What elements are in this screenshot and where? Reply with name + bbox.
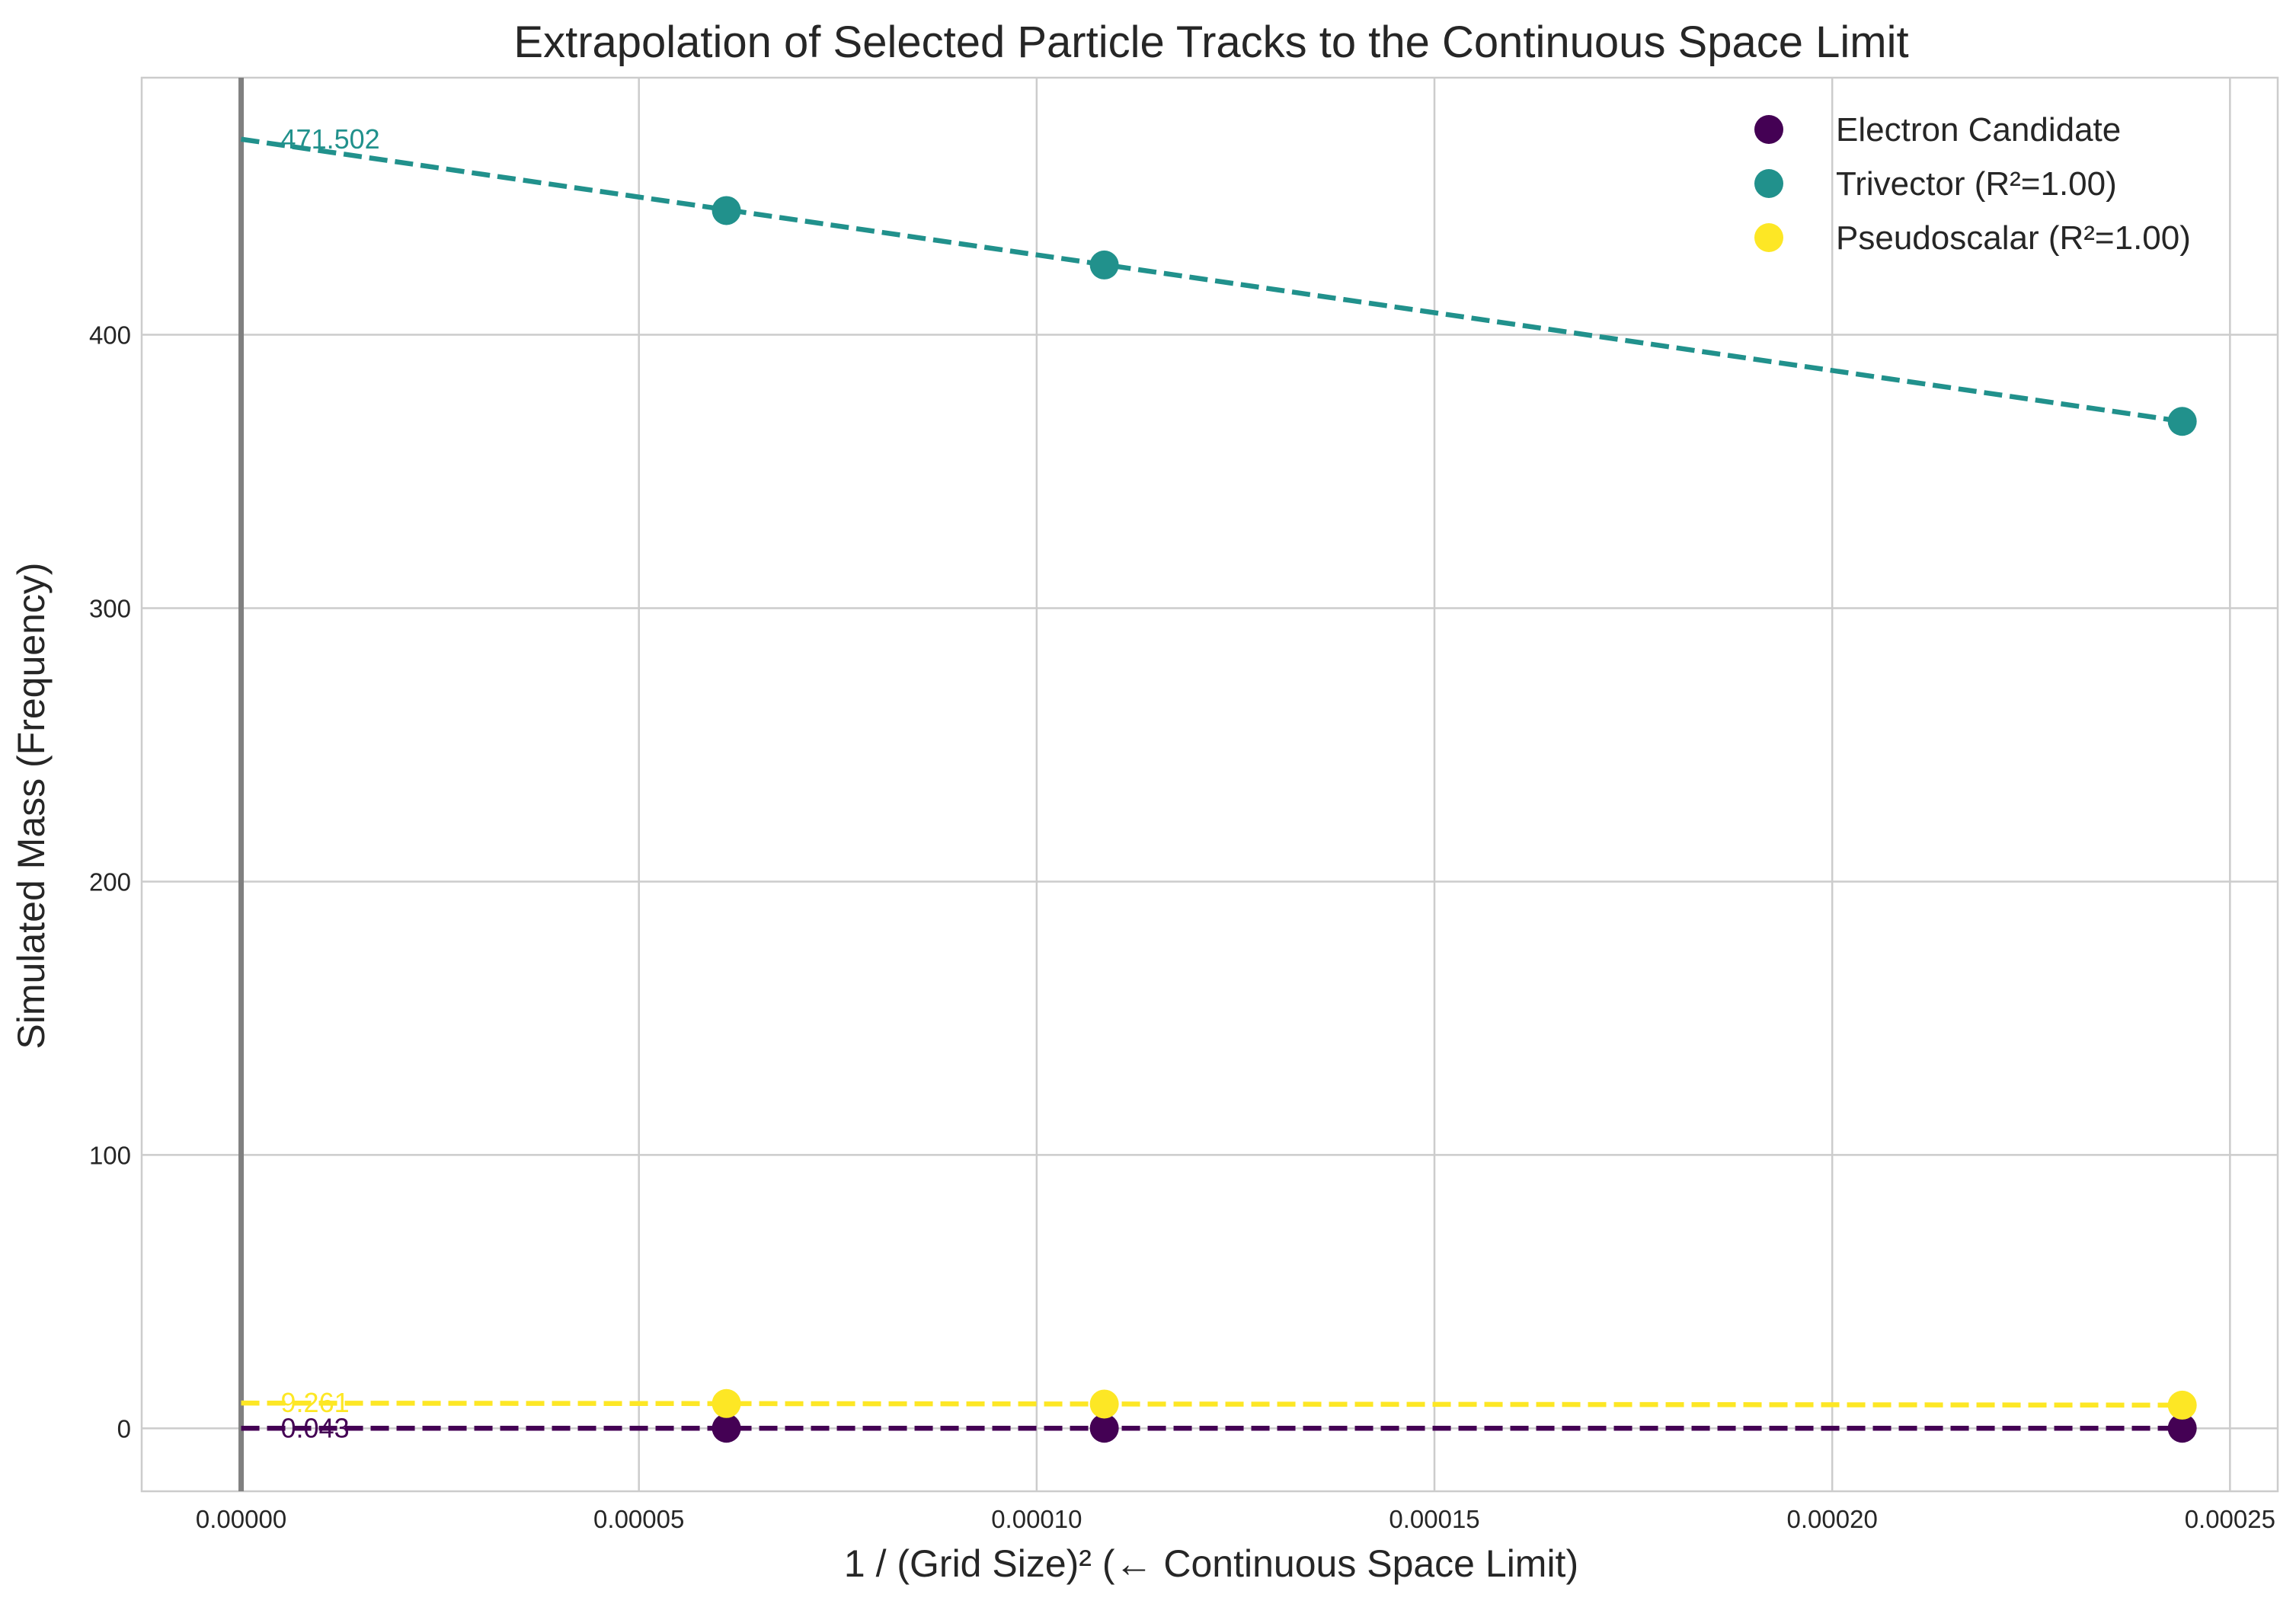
y-axis-label: Simulated Mass (Frequency): [10, 562, 53, 1049]
y-tick-label: 300: [89, 594, 131, 622]
legend-label: Pseudoscalar (R²=1.00): [1836, 219, 2191, 257]
x-tick-label: 0.00015: [1389, 1505, 1479, 1533]
y-tick-label: 400: [89, 321, 131, 349]
legend-label: Trivector (R²=1.00): [1836, 165, 2117, 203]
data-point: [1089, 250, 1119, 280]
y-tick-label: 200: [89, 868, 131, 896]
y-tick-label: 0: [117, 1414, 131, 1443]
legend: Electron Candidate Trivector (R²=1.00) Pse…: [1754, 111, 2191, 257]
data-point: [712, 1414, 741, 1443]
intercept-label: 9.261: [281, 1387, 350, 1418]
x-tick-label: 0.00000: [196, 1505, 286, 1533]
data-point: [2167, 1414, 2197, 1443]
plot-frame: [140, 76, 2279, 1493]
x-tick-label: 0.00010: [991, 1505, 1082, 1533]
data-point: [2167, 407, 2197, 436]
data-point: [1089, 1389, 1119, 1419]
fit-line: [241, 1400, 2182, 1408]
data-point: [712, 196, 741, 225]
legend-marker: [1754, 223, 1783, 252]
y-tick-label: 100: [89, 1141, 131, 1169]
plot-area: 0.00000 0.00005 0.00010 0.00015 0.00020 0.000…: [89, 76, 2279, 1533]
x-axis-label: 1 / (Grid Size)² (← Continuous Space Lim…: [844, 1542, 1578, 1585]
x-tick-label: 0.00025: [2185, 1505, 2275, 1533]
fit-line: [241, 136, 2183, 424]
legend-marker: [1754, 169, 1783, 198]
x-tick-label: 0.00020: [1787, 1505, 1878, 1533]
plot-background: [142, 78, 2278, 1491]
data-point: [2167, 1390, 2197, 1420]
legend-label: Electron Candidate: [1836, 111, 2121, 149]
legend-marker: [1754, 115, 1783, 144]
data-point: [1089, 1414, 1119, 1443]
chart-title: Extrapolation of Selected Particle Track…: [513, 18, 1908, 67]
x-tick-label: 0.00005: [593, 1505, 684, 1533]
intercept-label: 471.502: [281, 123, 380, 155]
intercept-label: 0.043: [281, 1412, 350, 1443]
data-point: [712, 1388, 741, 1418]
